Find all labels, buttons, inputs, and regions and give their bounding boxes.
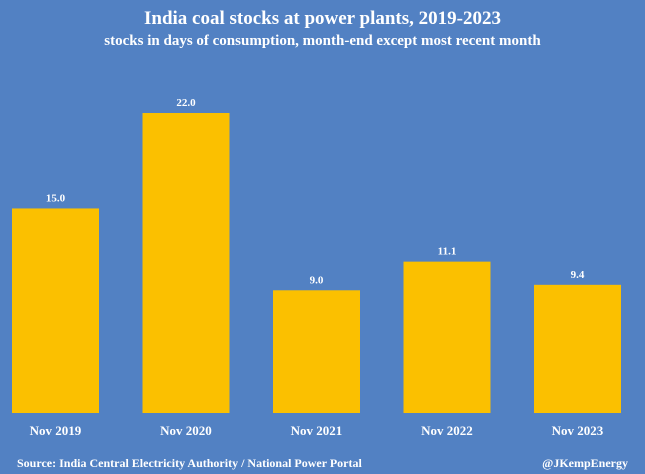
data-label: 9.4 bbox=[571, 269, 585, 281]
data-label: 9.0 bbox=[310, 274, 324, 286]
bar-nov-2023 bbox=[534, 284, 621, 413]
chart-title: India coal stocks at power plants, 2019-… bbox=[144, 8, 501, 29]
bar-nov-2021 bbox=[273, 290, 360, 413]
x-tick-label: Nov 2021 bbox=[291, 423, 343, 438]
x-tick-label: Nov 2020 bbox=[160, 423, 212, 438]
bar-nov-2020 bbox=[142, 113, 230, 413]
chart-subtitle: stocks in days of consumption, month-end… bbox=[104, 33, 541, 49]
data-label: 11.1 bbox=[438, 246, 457, 258]
data-label: 22.0 bbox=[176, 97, 196, 109]
x-tick-label: Nov 2022 bbox=[421, 423, 473, 438]
bar-nov-2019 bbox=[12, 208, 99, 413]
x-tick-label: Nov 2023 bbox=[552, 423, 604, 438]
x-tick-label: Nov 2019 bbox=[30, 423, 82, 438]
source-note: Source: India Central Electricity Author… bbox=[17, 456, 362, 470]
author-handle: @JKempEnergy bbox=[542, 456, 628, 470]
data-label: 15.0 bbox=[46, 192, 66, 204]
bar-nov-2022 bbox=[403, 261, 491, 413]
